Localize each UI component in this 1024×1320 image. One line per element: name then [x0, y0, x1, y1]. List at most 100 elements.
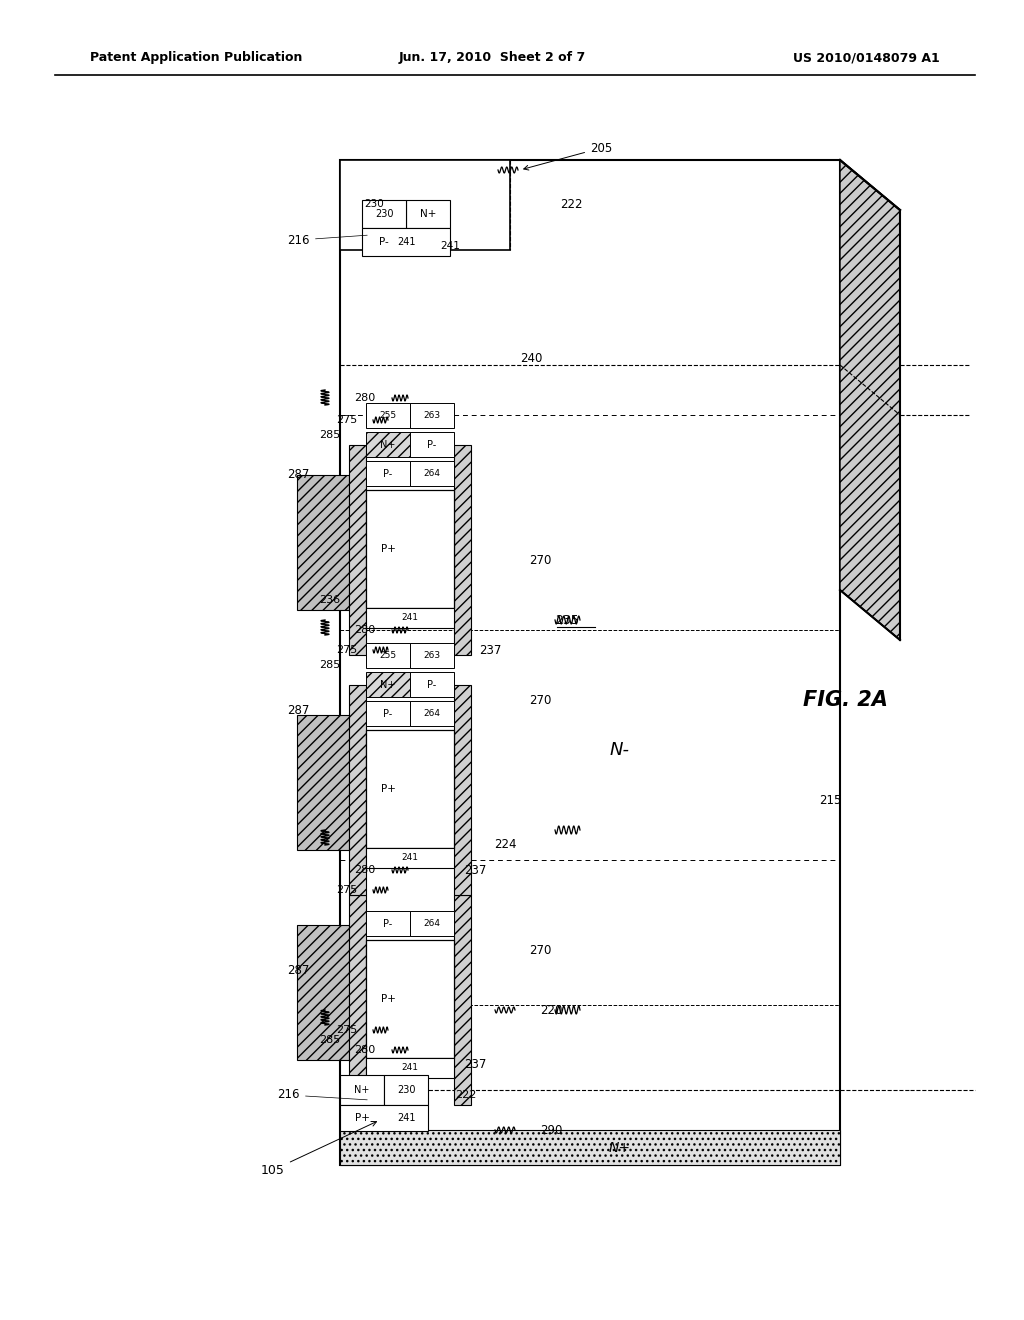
- Bar: [366, 730, 454, 847]
- Text: 237: 237: [464, 1059, 486, 1072]
- Text: Patent Application Publication: Patent Application Publication: [90, 51, 302, 65]
- Text: 222: 222: [455, 1090, 476, 1100]
- Bar: [340, 1105, 428, 1131]
- Bar: [384, 1074, 428, 1105]
- Text: 287: 287: [288, 704, 310, 717]
- Text: 285: 285: [318, 1035, 340, 1045]
- Bar: [366, 672, 410, 697]
- Text: 255: 255: [380, 652, 396, 660]
- Bar: [410, 403, 454, 428]
- Text: P+: P+: [381, 544, 395, 554]
- Text: P-: P-: [427, 680, 436, 690]
- Text: P-: P-: [427, 440, 436, 450]
- Text: 270: 270: [528, 693, 551, 706]
- Bar: [366, 403, 410, 428]
- Text: 241: 241: [440, 242, 460, 251]
- Text: P-: P-: [379, 238, 389, 247]
- Text: P-: P-: [383, 469, 392, 479]
- Bar: [410, 672, 454, 697]
- Text: N+: N+: [380, 680, 395, 690]
- Text: 275: 275: [336, 414, 357, 425]
- Text: 270: 270: [528, 553, 551, 566]
- Text: 285: 285: [318, 430, 340, 440]
- Bar: [410, 911, 454, 936]
- Text: FIG. 2A: FIG. 2A: [803, 690, 888, 710]
- Text: 230: 230: [365, 199, 384, 209]
- Text: 230: 230: [375, 209, 393, 219]
- Text: 230: 230: [396, 1085, 416, 1096]
- Text: 105: 105: [261, 1122, 377, 1176]
- Text: 285: 285: [318, 660, 340, 671]
- Text: P-: P-: [383, 919, 392, 929]
- Bar: [410, 701, 454, 726]
- Text: 241: 241: [401, 854, 419, 862]
- Bar: [366, 609, 454, 628]
- Text: 275: 275: [336, 884, 357, 895]
- Bar: [366, 643, 410, 668]
- Text: 216: 216: [278, 1089, 368, 1101]
- Bar: [366, 701, 410, 726]
- Text: 235: 235: [555, 614, 579, 627]
- Text: 290: 290: [540, 1123, 562, 1137]
- Bar: [362, 201, 406, 228]
- Bar: [454, 445, 471, 655]
- Text: 241: 241: [396, 1113, 416, 1123]
- Text: 263: 263: [424, 412, 440, 421]
- Bar: [297, 475, 349, 610]
- Text: N-: N-: [610, 741, 630, 759]
- Text: 270: 270: [528, 944, 551, 957]
- Text: 237: 237: [479, 644, 501, 656]
- Text: 241: 241: [401, 614, 419, 623]
- Text: 205: 205: [523, 141, 612, 170]
- Text: N+: N+: [354, 1085, 370, 1096]
- Bar: [410, 643, 454, 668]
- Bar: [406, 201, 450, 228]
- Bar: [410, 461, 454, 486]
- Text: 275: 275: [336, 645, 357, 655]
- Text: 222: 222: [560, 198, 583, 211]
- Text: 236: 236: [318, 595, 340, 605]
- Bar: [297, 925, 349, 1060]
- Bar: [366, 1059, 454, 1078]
- Bar: [366, 432, 410, 457]
- Bar: [340, 1130, 840, 1166]
- Bar: [349, 895, 366, 1105]
- Text: 280: 280: [353, 865, 375, 875]
- Bar: [410, 432, 454, 457]
- Bar: [366, 461, 410, 486]
- Bar: [454, 685, 471, 895]
- Bar: [349, 685, 366, 895]
- Bar: [340, 1074, 384, 1105]
- Bar: [340, 160, 840, 1166]
- Text: N+: N+: [380, 440, 395, 450]
- Text: P+: P+: [381, 784, 395, 795]
- Text: P+: P+: [381, 994, 395, 1005]
- Text: 220: 220: [540, 1003, 562, 1016]
- Text: US 2010/0148079 A1: US 2010/0148079 A1: [794, 51, 940, 65]
- Bar: [366, 940, 454, 1059]
- Text: 264: 264: [424, 920, 440, 928]
- Bar: [349, 445, 366, 655]
- Text: P-: P-: [383, 709, 392, 719]
- Bar: [362, 228, 450, 256]
- Text: 241: 241: [396, 238, 416, 247]
- Text: 224: 224: [494, 838, 516, 851]
- Polygon shape: [840, 160, 900, 640]
- Text: 263: 263: [424, 652, 440, 660]
- Bar: [366, 911, 410, 936]
- Bar: [366, 847, 454, 869]
- Text: 255: 255: [380, 412, 396, 421]
- Text: 280: 280: [353, 624, 375, 635]
- Text: 287: 287: [288, 469, 310, 482]
- Text: 215: 215: [819, 793, 841, 807]
- Bar: [366, 490, 454, 609]
- Text: 216: 216: [288, 234, 368, 247]
- Text: 280: 280: [353, 1045, 375, 1055]
- Text: 275: 275: [336, 1026, 357, 1035]
- Text: N+: N+: [420, 209, 436, 219]
- Text: P+: P+: [354, 1113, 370, 1123]
- Text: 240: 240: [520, 351, 543, 364]
- Text: 237: 237: [464, 863, 486, 876]
- Text: 280: 280: [353, 393, 375, 403]
- Text: 287: 287: [288, 964, 310, 977]
